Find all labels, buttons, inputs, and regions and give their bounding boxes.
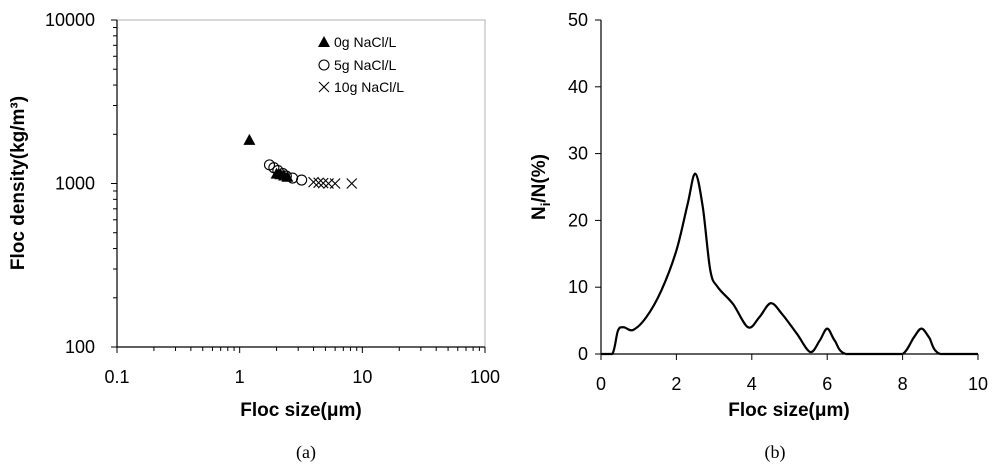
y-axis-title-b-rest: /N(%) — [529, 154, 550, 203]
point-series-2-stroke — [346, 178, 358, 189]
plot-area-a — [116, 19, 486, 348]
legend-marker-2-stroke — [318, 81, 330, 93]
y-tick-label-a: 10000 — [45, 10, 95, 30]
point-series-2-stroke — [317, 177, 329, 189]
x-tick-label-b: 10 — [968, 374, 988, 394]
axes-a: 0.1 1 10 100 100 1000 10000 — [45, 10, 500, 387]
x-tick-label-a: 1 — [235, 367, 245, 387]
x-tick-label-b: 8 — [898, 374, 908, 394]
point-series-1 — [277, 168, 289, 180]
x-axis-title-b: Floc size(μm) — [728, 400, 849, 421]
y-tick-label-b: 0 — [578, 344, 588, 364]
y-axis-title-b: Ni/N(%) — [529, 154, 553, 220]
y-tick-label-a: 1000 — [55, 174, 95, 194]
y-axis-title-a: Floc density(kg/m³) — [8, 96, 29, 270]
x-tick-label-b: 6 — [822, 374, 832, 394]
point-series-2 — [317, 177, 329, 189]
panel-b-line: 0 10 20 30 40 50 0 2 4 6 8 10 Floc size(μm) Ni/N(%)… — [529, 10, 988, 463]
y-tick-label-b: 50 — [568, 10, 588, 30]
x-axis-title-a: Floc size(μm) — [240, 400, 361, 421]
x-tick-label-b: 4 — [747, 374, 757, 394]
y-axis-title-b-sub: i — [538, 203, 553, 207]
point-series-2 — [329, 178, 341, 189]
point-series-1 — [296, 174, 308, 186]
point-series-2-stroke — [313, 177, 324, 189]
panel-a-scatter: 0.1 1 10 100 100 1000 10000 0g NaCl/L 5g NaCl/L… — [8, 10, 500, 463]
legend-label-1: 5g NaCl/L — [334, 57, 396, 73]
y-tick-label-a: 100 — [65, 337, 95, 357]
legend-marker-1 — [318, 59, 330, 71]
legend-label-2: 10g NaCl/L — [334, 79, 404, 95]
caption-a: (a) — [296, 442, 316, 463]
caption-b: (b) — [765, 442, 786, 463]
y-tick-label-b: 40 — [568, 77, 588, 97]
x-tick-label-b: 2 — [671, 374, 681, 394]
legend-label-0: 0g NaCl/L — [334, 34, 396, 50]
axes-b: 0 10 20 30 40 50 0 2 4 6 8 10 — [568, 10, 988, 394]
point-series-2 — [313, 177, 324, 189]
y-axis-title-b-main: N — [529, 206, 550, 220]
point-series-1 — [280, 170, 292, 182]
legend-a: 0g NaCl/L 5g NaCl/L 10g NaCl/L — [318, 34, 404, 95]
x-tick-label-a: 0.1 — [104, 367, 129, 387]
point-series-2 — [308, 176, 319, 188]
y-tick-label-b: 20 — [568, 210, 588, 230]
y-tick-label-b: 30 — [568, 144, 588, 164]
x-tick-label-a: 10 — [352, 367, 372, 387]
x-tick-label-b: 0 — [596, 374, 606, 394]
scatter-points — [243, 133, 358, 189]
point-series-2 — [346, 178, 358, 189]
legend-marker-0 — [318, 36, 330, 47]
x-tick-label-a: 100 — [470, 367, 500, 387]
y-tick-label-b: 10 — [568, 277, 588, 297]
point-series-0 — [243, 133, 256, 145]
point-series-2-stroke — [329, 178, 341, 189]
legend-marker-2 — [318, 81, 330, 93]
distribution-line — [600, 172, 978, 356]
point-series-2-stroke — [308, 176, 319, 188]
